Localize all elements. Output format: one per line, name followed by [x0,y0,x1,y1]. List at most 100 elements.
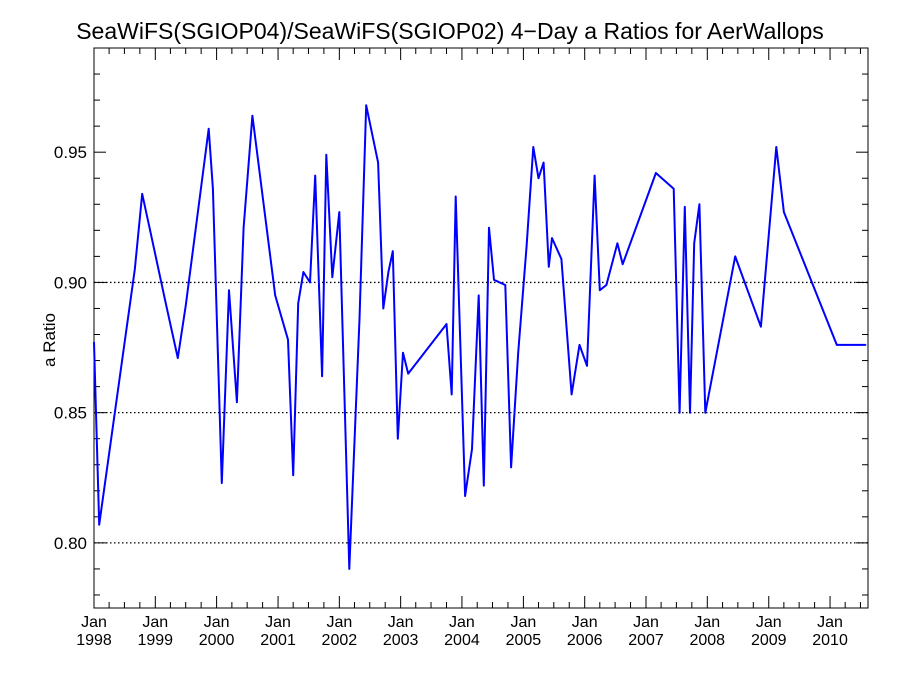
data-point [321,375,323,377]
data-point [678,411,681,414]
x-tick-label-month: Jan [756,614,782,631]
x-tick-label-year: 2005 [506,632,542,649]
data-point [450,393,453,396]
data-point [621,263,624,265]
data-point [689,411,691,414]
x-tick-label-year: 2007 [628,632,664,649]
data-point [93,341,95,344]
x-tick-label-year: 2003 [383,632,419,649]
data-point [683,206,686,208]
data-point [396,437,399,440]
data-point [297,302,300,305]
data-point [236,401,238,404]
data-point [134,268,136,271]
data-point [560,258,563,260]
data-point [184,305,187,307]
x-tick-label-year: 2004 [444,632,480,649]
data-point [207,127,210,130]
data-point [672,187,675,190]
data-point [693,242,695,245]
data-point [542,161,545,164]
data-series-line [93,104,866,570]
data-point [655,172,657,174]
data-point [551,237,553,239]
x-tick-label-month: Jan [265,614,291,631]
data-point [338,211,341,213]
data-point [760,325,762,328]
data-point [220,482,223,484]
y-tick-label: 0.85 [54,404,87,423]
data-point [599,289,601,292]
data-point [98,523,101,526]
x-tick-label-month: Jan [81,614,107,631]
data-point [365,104,368,107]
data-point [616,242,619,245]
x-tick-label-month: Jan [204,614,230,631]
data-point [864,344,867,346]
data-point [402,351,404,354]
data-point [547,265,550,268]
data-point [593,174,596,177]
data-point [835,344,838,346]
data-point [302,271,305,273]
data-point [348,568,351,570]
data-point [242,226,245,229]
x-tick-label-year: 2002 [322,632,358,649]
data-point [314,174,316,177]
data-point [525,245,528,247]
data-point [358,318,361,320]
data-point [382,307,385,310]
data-point [471,448,473,450]
data-point [164,299,167,302]
y-tick-label: 0.95 [54,143,87,162]
plot-frame [93,47,869,609]
data-point [488,226,490,229]
data-point [287,338,289,341]
data-point [517,351,519,354]
x-tick-label-month: Jan [449,614,475,631]
data-point [578,344,581,346]
x-tick-label-year: 2001 [260,632,296,649]
data-point [570,393,573,396]
data-point [391,250,394,252]
y-tick-label: 0.90 [54,273,87,292]
data-point [844,344,846,346]
data-point [775,146,778,148]
data-point [309,281,311,284]
x-tick-label-month: Jan [572,614,598,631]
x-tick-label-month: Jan [633,614,659,631]
x-tick-label-month: Jan [142,614,168,631]
data-point [445,323,448,325]
x-tick-label-month: Jan [817,614,843,631]
data-point [176,357,179,359]
data-point [482,484,485,487]
x-tick-label-year: 2006 [567,632,603,649]
x-tick-label-year: 1999 [137,632,173,649]
data-point [251,114,254,117]
data-point [510,466,512,469]
data-point [734,255,736,258]
data-point [698,203,701,206]
data-point [377,161,379,164]
data-point [493,279,495,281]
x-tick-label-year: 2010 [812,632,848,649]
x-tick-label-year: 2009 [751,632,787,649]
x-tick-label-year: 2008 [689,632,725,649]
y-tick-label: 0.80 [54,534,87,553]
data-point [212,187,214,190]
data-point [228,289,230,292]
data-point [407,372,410,375]
x-tick-label-year: 1998 [76,632,112,649]
data-point [586,364,588,367]
x-tick-label-year: 2000 [199,632,235,649]
data-point [141,193,143,195]
data-point [783,211,785,213]
x-tick-label-month: Jan [694,614,720,631]
data-point [331,276,334,279]
data-point [605,284,608,286]
x-tick-label-month: Jan [511,614,537,631]
data-point [464,495,466,497]
data-point [292,474,294,476]
data-point [537,177,540,180]
